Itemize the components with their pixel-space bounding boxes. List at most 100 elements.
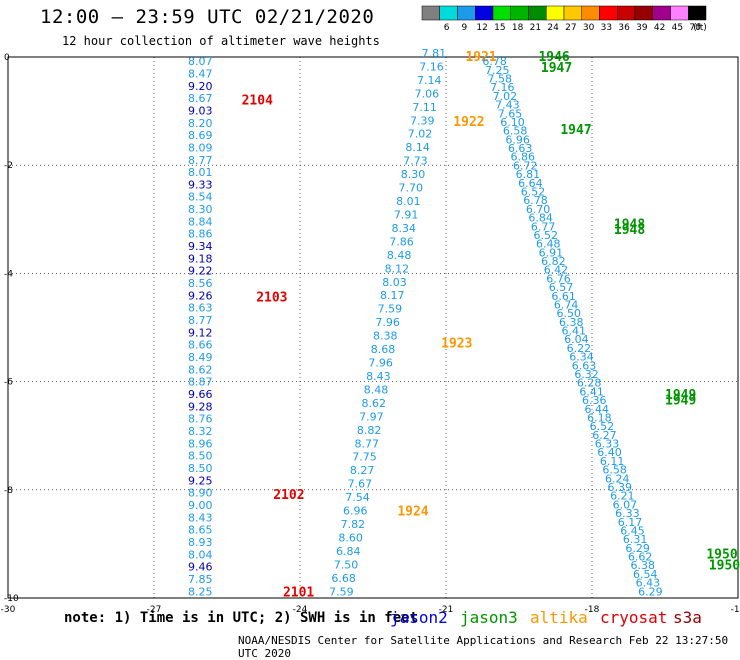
wave-height-value: 6.40	[597, 446, 622, 459]
wave-height-value: 6.62	[628, 551, 653, 564]
x-tick-label: -24	[293, 605, 308, 615]
legend-label: 15	[494, 23, 505, 33]
wave-height-value: 8.47	[188, 67, 213, 80]
pass-time-label: 1922	[453, 115, 484, 130]
track-jason3: 6.787.257.587.167.027.437.656.106.586.96…	[482, 50, 740, 598]
wave-height-value: 6.29	[638, 585, 663, 598]
color-legend: 6 9 12 15 18 21 24 27 30 33 36 39 42 45 70(ft)	[421, 5, 707, 33]
wave-height-value: 7.85	[188, 573, 213, 586]
pass-time-label: 1946	[538, 50, 569, 65]
wave-height-value: 6.44	[585, 403, 610, 416]
legend-label: 36	[618, 23, 630, 33]
wave-height-value: 8.50	[188, 450, 213, 463]
sat-s3a: s3a	[673, 608, 702, 627]
wave-height-value: 8.56	[188, 277, 213, 290]
wave-height-value: 6.43	[636, 577, 661, 590]
wave-height-value: 8.50	[188, 462, 213, 475]
wave-height-value: 7.65	[498, 107, 523, 120]
pass-time-label: 1924	[397, 504, 428, 519]
wave-height-value: 6.28	[577, 377, 602, 390]
wave-height-value: 6.04	[564, 333, 589, 346]
wave-height-value: 8.87	[188, 376, 213, 389]
wave-height-value: 6.86	[510, 151, 535, 164]
wave-height-value: 6.82	[541, 255, 566, 268]
map-frame	[7, 56, 739, 599]
wave-height-value: 9.20	[188, 80, 213, 93]
wave-height-value: 6.41	[579, 385, 604, 398]
legend-label: 30	[583, 23, 595, 33]
wave-height-value: 7.81	[422, 47, 447, 60]
wave-height-value: 7.02	[408, 128, 433, 141]
legend-label: 33	[601, 23, 612, 33]
wave-height-value: 6.39	[608, 481, 633, 494]
sat-jason3: jason3	[460, 608, 518, 627]
wave-height-value: 8.01	[188, 166, 213, 179]
wave-height-value: 8.69	[188, 129, 213, 142]
wave-height-value: 6.63	[508, 142, 533, 155]
wave-height-value: 7.16	[419, 60, 444, 73]
wave-height-value: 7.54	[345, 491, 370, 504]
wave-height-value: 7.75	[352, 451, 377, 464]
wave-height-value: 8.48	[364, 383, 389, 396]
wave-height-value: 7.50	[334, 558, 359, 571]
sat-altika: altika	[530, 608, 588, 627]
wave-height-value: 6.48	[536, 238, 561, 251]
wave-height-value: 6.72	[513, 159, 538, 172]
wave-height-value: 8.25	[188, 585, 213, 598]
sat-jason2: jason2	[390, 608, 448, 627]
wave-height-value: 6.50	[556, 307, 581, 320]
page-subtitle: 12 hour collection of altimeter wave hei…	[62, 34, 380, 48]
x-tick-label: -30	[1, 605, 16, 615]
wave-height-value: 9.12	[188, 326, 213, 339]
wave-height-value: 7.97	[359, 410, 384, 423]
wave-height-value: 9.18	[188, 252, 213, 265]
legend-label: 27	[565, 23, 576, 33]
wave-height-value: 6.91	[539, 246, 564, 259]
wave-height-value: 9.66	[188, 388, 213, 401]
page-title: 12:00 – 23:59 UTC 02/21/2020	[40, 6, 375, 28]
pass-time-label: 2103	[256, 291, 287, 306]
wave-height-value: 9.33	[188, 178, 213, 191]
wave-height-value: 9.46	[188, 561, 213, 574]
legend-label: 39	[636, 23, 648, 33]
wave-height-value: 7.70	[398, 182, 423, 195]
wave-height-value: 6.11	[600, 455, 625, 468]
wave-height-value: 8.09	[188, 141, 213, 154]
pass-time-label: 1949	[665, 388, 696, 403]
wave-height-value: 7.02	[493, 90, 518, 103]
pass-time-label: 1950	[706, 548, 737, 563]
wave-height-value: 7.11	[412, 101, 437, 114]
wave-height-value: 8.84	[188, 215, 213, 228]
wave-height-value: 7.91	[394, 208, 419, 221]
wave-height-value: 7.14	[417, 74, 442, 87]
pass-time-label: 1949	[665, 394, 696, 409]
wave-height-value: 8.68	[371, 343, 396, 356]
wave-height-value: 6.78	[482, 55, 507, 68]
wave-height-value: 6.96	[505, 133, 530, 146]
wave-height-value: 6.63	[572, 359, 597, 372]
wave-height-value: 9.03	[188, 104, 213, 117]
wave-height-value: 8.30	[188, 203, 213, 216]
wave-height-value: 6.29	[625, 542, 650, 555]
wave-height-value: 9.22	[188, 265, 213, 278]
wave-height-value: 8.60	[338, 531, 363, 544]
wave-height-value: 7.73	[403, 155, 428, 168]
wave-height-value: 7.39	[410, 114, 435, 127]
wave-height-value: 6.07	[613, 498, 638, 511]
wave-height-value: 7.58	[488, 72, 513, 85]
wave-height-value: 6.96	[343, 505, 368, 518]
legend-label: 6	[444, 23, 450, 33]
wave-height-value: 6.54	[633, 568, 658, 581]
y-tick-label: -4	[4, 269, 13, 279]
y-tick-label: -10	[4, 594, 19, 604]
wave-height-value: 6.21	[610, 490, 635, 503]
wave-height-value: 8.04	[188, 548, 213, 561]
y-tick-label: -6	[4, 378, 13, 388]
wave-height-value: 6.18	[587, 411, 612, 424]
pass-time-label: 2101	[283, 586, 314, 601]
wave-height-value: 6.52	[521, 185, 546, 198]
wave-height-value: 6.58	[602, 464, 627, 477]
wave-height-value: 8.77	[188, 154, 213, 167]
wave-height-value: 8.43	[188, 511, 213, 524]
pass-time-label: 1947	[541, 61, 572, 76]
